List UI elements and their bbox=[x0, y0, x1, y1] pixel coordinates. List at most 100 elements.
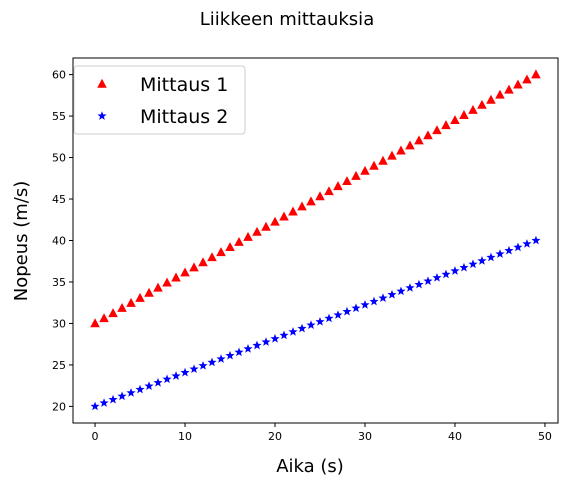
data-point bbox=[288, 206, 298, 216]
y-tick-label: 40 bbox=[52, 235, 66, 248]
data-point bbox=[387, 150, 397, 160]
data-point bbox=[117, 391, 127, 401]
data-point bbox=[288, 327, 298, 336]
data-point bbox=[459, 110, 469, 119]
y-tick-label: 60 bbox=[52, 69, 66, 82]
data-point bbox=[333, 310, 343, 319]
y-tick-label: 50 bbox=[52, 152, 66, 165]
data-point bbox=[495, 89, 505, 99]
y-tick-label: 55 bbox=[52, 110, 66, 123]
data-point bbox=[468, 104, 478, 114]
data-point bbox=[207, 357, 217, 367]
data-point bbox=[162, 277, 172, 287]
x-tick-label: 10 bbox=[178, 430, 192, 443]
data-point bbox=[396, 145, 406, 155]
data-point bbox=[495, 249, 505, 258]
data-point bbox=[378, 155, 388, 165]
legend-box bbox=[73, 65, 246, 135]
data-point bbox=[180, 267, 190, 277]
data-point bbox=[135, 384, 145, 394]
data-point bbox=[99, 398, 109, 407]
data-point bbox=[297, 323, 307, 333]
data-point bbox=[198, 257, 208, 267]
data-point bbox=[270, 333, 280, 343]
y-tick-label: 30 bbox=[52, 317, 66, 330]
data-point bbox=[261, 337, 271, 346]
data-point bbox=[99, 313, 109, 323]
data-point bbox=[378, 293, 388, 302]
series-2 bbox=[90, 235, 541, 411]
x-tick-label: 0 bbox=[92, 430, 99, 443]
data-point bbox=[450, 115, 460, 125]
data-point bbox=[504, 245, 514, 255]
data-point bbox=[225, 242, 235, 252]
data-point bbox=[441, 120, 451, 130]
data-point bbox=[216, 247, 226, 257]
data-point bbox=[369, 160, 379, 170]
x-tick-label: 20 bbox=[268, 430, 282, 443]
data-point bbox=[441, 269, 451, 279]
data-point bbox=[108, 394, 118, 404]
y-tick-label: 20 bbox=[52, 400, 66, 413]
data-point bbox=[144, 287, 154, 297]
data-point bbox=[261, 221, 271, 231]
data-point bbox=[306, 320, 316, 329]
data-point bbox=[432, 125, 442, 135]
legend-label: Mittaus 1 bbox=[140, 74, 228, 96]
data-point bbox=[117, 302, 127, 312]
y-tick-label: 45 bbox=[52, 193, 66, 206]
data-point bbox=[135, 292, 145, 302]
data-point bbox=[360, 300, 370, 309]
data-point bbox=[126, 297, 136, 307]
data-point bbox=[414, 279, 424, 289]
data-point bbox=[270, 216, 280, 226]
data-point bbox=[477, 256, 487, 265]
data-point bbox=[243, 344, 253, 353]
data-point bbox=[252, 340, 262, 350]
data-point bbox=[90, 318, 100, 328]
data-point bbox=[342, 306, 352, 316]
data-point bbox=[324, 186, 334, 196]
y-tick-label: 35 bbox=[52, 276, 66, 289]
data-point bbox=[387, 289, 397, 299]
data-point bbox=[405, 283, 415, 292]
data-point bbox=[162, 374, 172, 384]
data-point bbox=[306, 196, 316, 206]
data-point bbox=[369, 296, 379, 306]
y-tick-label: 25 bbox=[52, 359, 66, 372]
data-point bbox=[198, 360, 208, 370]
chart-title: Liikkeen mittauksia bbox=[200, 9, 374, 30]
data-point bbox=[405, 140, 415, 150]
data-point bbox=[333, 181, 343, 191]
data-point bbox=[315, 191, 325, 201]
x-tick-label: 30 bbox=[358, 430, 372, 443]
data-point bbox=[504, 84, 514, 94]
data-point bbox=[531, 235, 541, 245]
data-point bbox=[315, 317, 325, 326]
legend-marker bbox=[97, 111, 107, 120]
data-point bbox=[459, 262, 469, 272]
y-axis-label: Nopeus (m/s) bbox=[11, 181, 32, 302]
data-point bbox=[234, 236, 244, 246]
data-point bbox=[279, 330, 289, 340]
data-point bbox=[171, 371, 181, 380]
data-point bbox=[414, 135, 424, 145]
data-point bbox=[423, 276, 433, 286]
data-point bbox=[468, 259, 478, 269]
data-point bbox=[477, 99, 487, 109]
data-point bbox=[189, 262, 199, 272]
x-axis-label: Aika (s) bbox=[276, 456, 344, 477]
x-tick-label: 50 bbox=[538, 430, 552, 443]
data-point bbox=[234, 347, 244, 357]
data-point bbox=[153, 282, 163, 292]
data-point bbox=[450, 266, 460, 275]
data-point bbox=[279, 211, 289, 221]
data-point bbox=[531, 69, 541, 79]
data-point bbox=[144, 381, 154, 390]
data-point bbox=[522, 239, 532, 248]
axes-layer: 0 10 20 30 40 50 20 25 30 35 40 45 50 55 60 bbox=[52, 57, 559, 443]
data-point bbox=[189, 364, 199, 374]
data-point bbox=[513, 242, 523, 252]
data-point bbox=[243, 231, 253, 241]
